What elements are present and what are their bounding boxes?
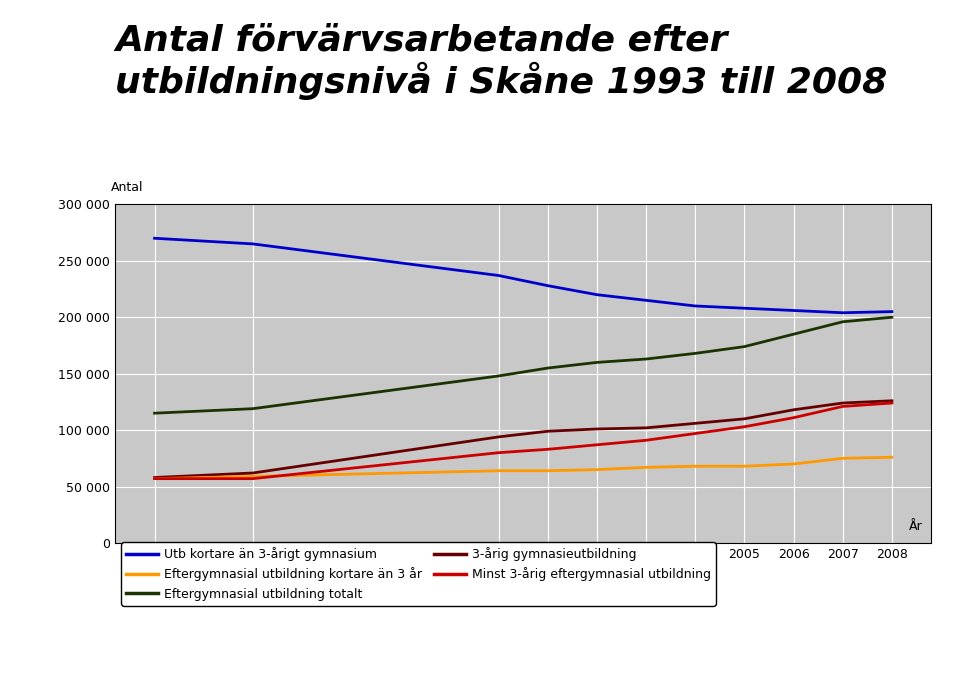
Text: År: År bbox=[909, 520, 923, 533]
Text: Antal förvärvsarbetande efter
utbildningsnivå i Skåne 1993 till 2008: Antal förvärvsarbetande efter utbildning… bbox=[115, 24, 887, 101]
Text: Antal: Antal bbox=[111, 181, 144, 194]
Legend: Utb kortare än 3-årigt gymnasium, Eftergymnasial utbildning kortare än 3 år, Eft: Utb kortare än 3-årigt gymnasium, Efterg… bbox=[122, 542, 716, 606]
